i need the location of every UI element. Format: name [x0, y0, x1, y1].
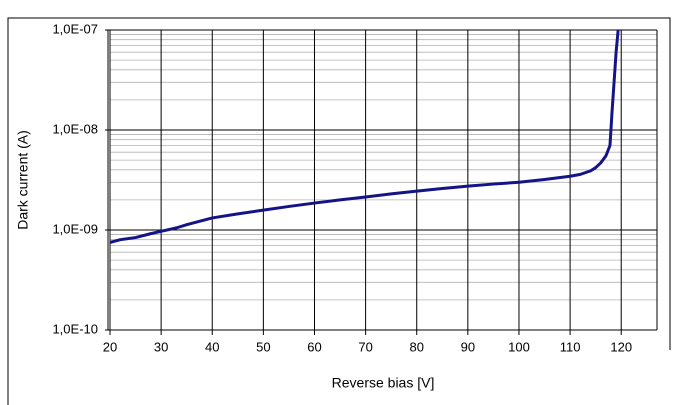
x-tick-label: 30: [154, 339, 168, 354]
data-line: [109, 29, 620, 244]
y-tick-label: 1,0E-09: [52, 221, 98, 236]
frame: [7, 17, 671, 405]
x-tick-label: 120: [610, 339, 632, 354]
x-tick-label: 70: [358, 339, 372, 354]
x-tick-label: 50: [256, 339, 270, 354]
y-tick-label: 1,0E-10: [52, 321, 98, 336]
y-tick-label: 1,0E-07: [52, 21, 98, 36]
y-tick-label: 1,0E-08: [52, 121, 98, 136]
x-tick-label: 90: [461, 339, 475, 354]
x-tick-label: 60: [307, 339, 321, 354]
x-tick-label: 110: [560, 339, 581, 354]
x-tick-label: 100: [508, 339, 530, 354]
x-tick-label: 80: [409, 339, 423, 354]
y-axis-title: Dark current (A): [15, 130, 31, 230]
x-axis-title: Reverse bias [V]: [332, 375, 435, 391]
x-tick-label: 20: [103, 339, 117, 354]
x-tick-label: 40: [205, 339, 219, 354]
